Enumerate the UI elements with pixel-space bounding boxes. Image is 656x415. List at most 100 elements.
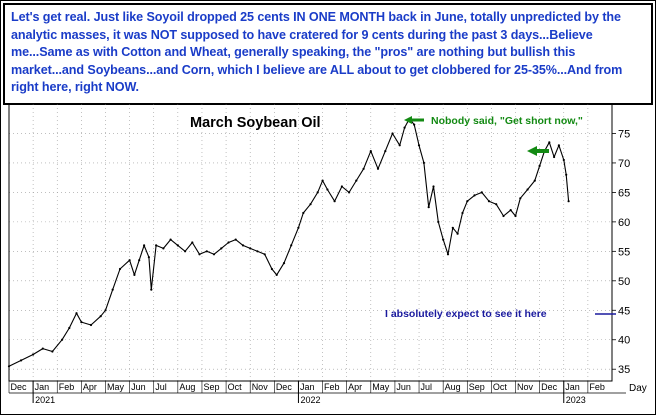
price-point <box>391 132 394 135</box>
price-point <box>104 309 107 312</box>
price-point <box>519 197 522 200</box>
x-month-label: Feb <box>324 382 340 392</box>
price-point <box>138 259 141 262</box>
price-point <box>275 273 278 276</box>
price-point <box>437 220 440 223</box>
price-point <box>432 185 435 188</box>
x-month-label: Jan <box>35 382 50 392</box>
x-year-label: 2023 <box>566 395 586 405</box>
x-month-label: Aug <box>445 382 461 392</box>
price-point <box>340 185 343 188</box>
x-month-label: Dec <box>541 382 558 392</box>
x-month-label: Sep <box>203 382 219 392</box>
price-point <box>111 288 114 291</box>
price-point <box>256 250 259 253</box>
x-year-label: 2022 <box>300 395 320 405</box>
price-point <box>68 326 71 330</box>
price-point <box>480 191 483 194</box>
commentary-text: Let's get real. Just like Soyoil dropped… <box>11 10 623 95</box>
grid <box>8 104 612 381</box>
commentary-banner: Let's get real. Just like Soyoil dropped… <box>3 3 653 105</box>
x-month-label: Feb <box>59 382 75 392</box>
price-point <box>333 200 336 203</box>
y-tick-label: 40 <box>618 335 630 347</box>
y-tick-label: 45 <box>618 305 630 317</box>
x-month-label: Jul <box>155 382 167 392</box>
price-point <box>557 144 561 147</box>
price-point <box>362 167 365 170</box>
x-month-label: Sep <box>469 382 485 392</box>
annotation-top-text: Nobody said, "Get short now," <box>431 115 583 127</box>
price-point <box>191 241 194 244</box>
annotation-bottom: I absolutely expect to see it here <box>385 308 616 320</box>
x-month-label: Nov <box>517 382 534 392</box>
price-line <box>8 118 570 367</box>
price-point <box>533 179 536 182</box>
price-point <box>162 247 165 250</box>
chart-title: March Soybean Oil <box>190 115 321 131</box>
price-point <box>270 267 273 271</box>
price-point <box>502 214 505 218</box>
price-point <box>355 179 358 182</box>
price-point <box>128 259 131 262</box>
x-month-label: Oct <box>228 382 243 392</box>
price-point <box>562 158 565 162</box>
price-point <box>514 214 517 218</box>
price-point <box>442 238 445 241</box>
green-arrow-left-icon <box>404 116 424 124</box>
price-point <box>155 244 158 247</box>
price-point <box>7 365 11 368</box>
price-point <box>220 247 223 250</box>
x-month-label: May <box>107 382 125 392</box>
price-series <box>7 117 570 368</box>
price-point <box>51 350 54 353</box>
x-month-label: May <box>372 382 390 392</box>
price-point <box>75 312 78 315</box>
price-point <box>41 347 44 350</box>
x-axis-unit-label: Day <box>629 383 647 394</box>
price-point <box>133 273 136 276</box>
price-point <box>461 211 464 215</box>
x-month-label: Oct <box>493 382 508 392</box>
price-point <box>176 244 179 247</box>
price-point <box>466 200 469 203</box>
price-point <box>80 321 83 324</box>
price-point <box>487 200 491 203</box>
price-point <box>147 256 150 259</box>
price-point <box>384 150 387 153</box>
price-point <box>422 161 425 164</box>
y-axis: 35 40 45 50 55 60 65 70 75 <box>612 128 630 376</box>
price-point <box>302 211 305 215</box>
price-point <box>417 144 421 147</box>
price-point <box>143 244 146 247</box>
price-point <box>249 247 252 250</box>
y-tick-label: 65 <box>618 187 630 199</box>
price-point <box>565 173 568 176</box>
x-month-label: Dec <box>276 382 293 392</box>
price-point <box>297 226 300 229</box>
price-point <box>403 126 406 129</box>
price-point <box>369 150 372 153</box>
price-point <box>309 203 312 206</box>
x-month-label: Apr <box>83 382 97 392</box>
y-tick-label: 50 <box>618 276 630 288</box>
price-point <box>526 188 529 191</box>
annotation-top: Nobody said, "Get short now," <box>404 115 583 156</box>
price-point <box>169 238 172 241</box>
price-point <box>321 179 324 182</box>
price-point <box>326 188 329 191</box>
price-point <box>241 244 245 247</box>
x-month-label: Apr <box>348 382 362 392</box>
x-month-label: Jan <box>300 382 315 392</box>
x-month-label: Jan <box>565 382 580 392</box>
price-point <box>567 200 570 203</box>
price-point <box>212 253 216 256</box>
price-point <box>99 315 102 318</box>
price-point <box>290 244 293 247</box>
price-point <box>316 191 319 194</box>
price-point <box>456 232 459 235</box>
price-point <box>446 253 450 256</box>
y-tick-label: 60 <box>618 217 630 229</box>
